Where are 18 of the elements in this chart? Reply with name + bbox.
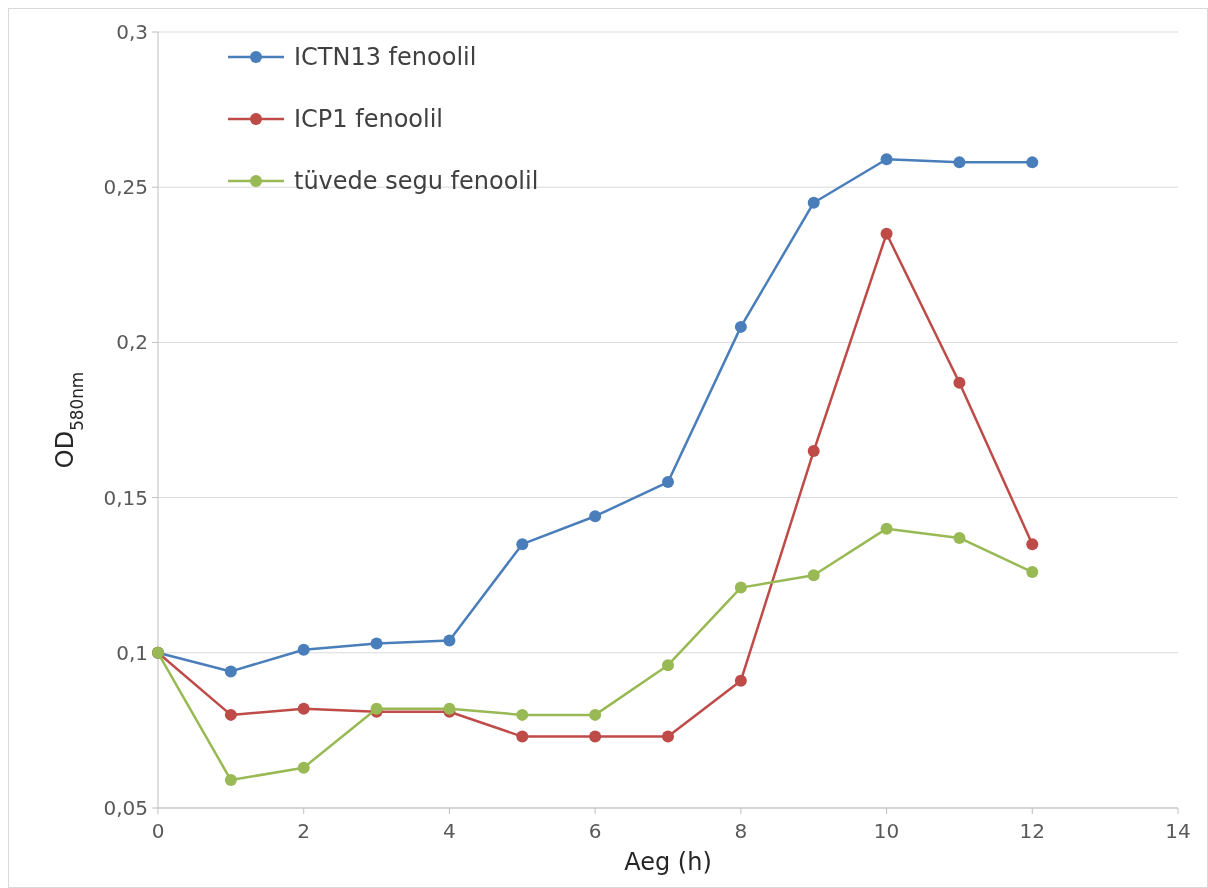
- x-axis-title: Aeg (h): [624, 848, 712, 876]
- legend-label: tüvede segu fenoolil: [294, 167, 539, 196]
- x-tick-label: 12: [1019, 819, 1046, 843]
- y-tick-label: 0,3: [116, 20, 148, 44]
- x-tick-label: 8: [734, 819, 748, 843]
- legend-label: ICTN13 fenoolil: [294, 43, 477, 72]
- x-tick-label: 14: [1165, 819, 1191, 843]
- x-tick-label: 4: [443, 819, 456, 843]
- x-tick-label: 10: [873, 819, 900, 843]
- x-tick-label: 0: [151, 819, 165, 843]
- y-tick-label: 0,05: [103, 796, 148, 820]
- y-tick-label: 0,15: [103, 485, 148, 510]
- x-tick-label: 2: [297, 819, 311, 843]
- y-tick-label: 0,25: [103, 175, 148, 200]
- legend-label: ICP1 fenoolil: [294, 105, 444, 134]
- y-tick-label: 0,2: [116, 330, 148, 355]
- y-tick-label: 0,1: [116, 640, 148, 665]
- x-tick-label: 6: [588, 819, 602, 843]
